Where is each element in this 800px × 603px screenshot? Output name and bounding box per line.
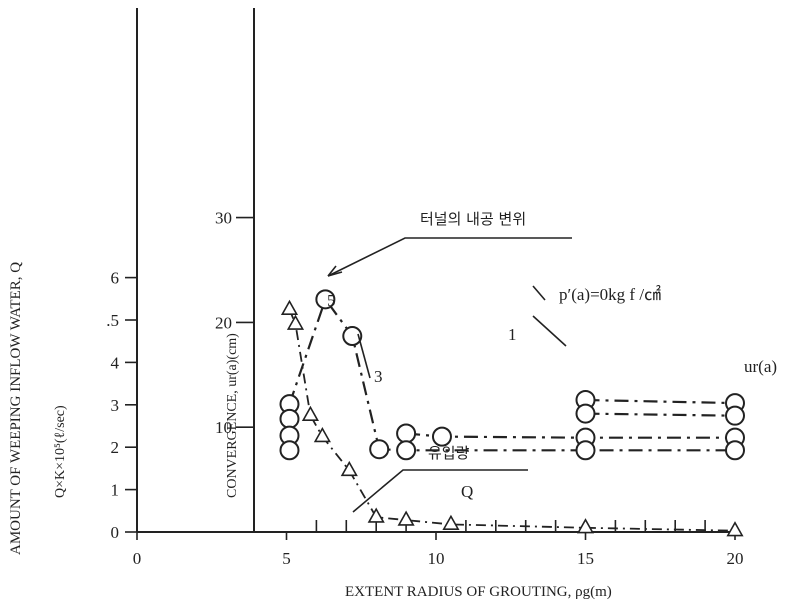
q-label: Q: [461, 482, 473, 501]
outer-y-axis-unit: Q×K×10⁵(ℓ/sec): [53, 405, 68, 498]
x-tick-label: 5: [282, 549, 291, 568]
inflow-leader: [352, 469, 528, 513]
convergence-point: [575, 403, 596, 424]
convergence-point: [725, 440, 745, 461]
inflow-point: [340, 460, 358, 477]
convergence-point: [575, 440, 596, 461]
convergence-point: [342, 326, 363, 347]
inner-y-tick-label: 30: [215, 209, 232, 228]
curve-3-label: 3: [374, 367, 383, 386]
inflow-point: [313, 426, 331, 443]
convergence-series-line: [585, 412, 736, 417]
x-ticks: 0 5 10 15 20: [133, 520, 744, 568]
outer-y-axis-title: AMOUNT OF WEEPING INFLOW WATER, Q: [8, 262, 24, 555]
convergence-point: [369, 439, 390, 460]
inner-y-ticks: 10 20 30: [215, 209, 254, 437]
inflow-point: [726, 521, 744, 537]
convergence-point: [725, 405, 745, 426]
inflow-point: [442, 514, 460, 530]
inflow-label: 유입량: [428, 444, 470, 462]
ur-label: ur(a): [744, 357, 777, 376]
inflow-series-line: [288, 309, 736, 532]
convergence-leader: [327, 237, 572, 277]
inflow-point: [280, 299, 299, 316]
outer-y-tick-label: 1: [111, 481, 120, 500]
inflow-point: [301, 405, 319, 422]
convergence-label: 터널의 내공 변위: [420, 210, 526, 228]
x-tick-label: 0: [133, 549, 142, 568]
pressure-tick-2: [532, 315, 567, 347]
curve-3-tick: [357, 333, 371, 379]
inflow-point: [367, 507, 385, 523]
inner-y-axis-title: CONVERGENCE, ur(a)(cm): [225, 333, 240, 498]
outer-y-tick-label: 0: [111, 523, 120, 542]
x-tick-label: 15: [577, 549, 594, 568]
inflow-point: [576, 518, 595, 534]
inner-y-tick-label: 10: [215, 418, 232, 437]
convergence-series-line: [406, 432, 735, 439]
inner-y-tick-label: 20: [215, 313, 232, 332]
outer-y-tick-label: 2: [111, 438, 120, 457]
inflow-point: [286, 314, 305, 330]
outer-y-tick-label: 3: [111, 396, 120, 415]
convergence-point: [396, 440, 417, 461]
convergence-point: [315, 289, 336, 310]
convergence-series-line: [288, 296, 735, 452]
convergence-leader-arrowhead: [327, 265, 343, 277]
convergence-point: [396, 423, 417, 444]
x-tick-label: 10: [428, 549, 445, 568]
curve-1-label: 1: [508, 325, 517, 344]
x-tick-label: 20: [727, 549, 744, 568]
convergence-series-line: [585, 398, 736, 405]
x-axis-title: EXTENT RADIUS OF GROUTING, ρg(m): [345, 584, 612, 600]
convergence-point: [279, 408, 300, 429]
outer-y-ticks: 0 1 2 3 4 .5 6: [106, 269, 137, 542]
convergence-point: [431, 426, 452, 447]
curve-5-label: 5: [327, 291, 336, 310]
pressure-tick-1: [532, 285, 546, 301]
outer-y-tick-label: 4: [111, 353, 120, 372]
outer-y-tick-label: 6: [111, 269, 120, 288]
outer-y-tick-label: .5: [106, 311, 119, 330]
pressure-label: p′(a)=0kg f /㎠: [559, 285, 661, 304]
convergence-point: [279, 440, 300, 461]
inflow-point: [397, 510, 415, 526]
series-layer: [279, 289, 745, 537]
